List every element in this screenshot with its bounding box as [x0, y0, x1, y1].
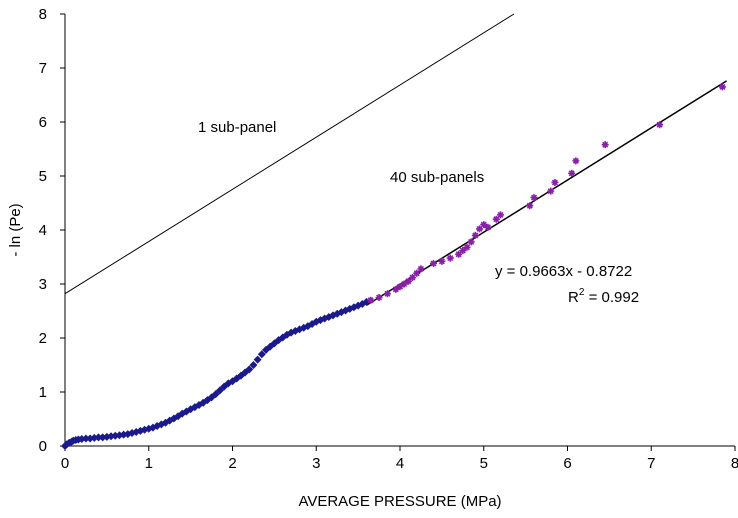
data-point: [455, 250, 463, 258]
data-point: [446, 254, 454, 262]
data-point: [526, 202, 534, 210]
r2-suffix: = 0.992: [584, 289, 639, 306]
data-point: [417, 265, 425, 273]
y-tick-label: 5: [39, 168, 47, 185]
data-point: [413, 269, 421, 277]
data-point: [438, 257, 446, 265]
line-1-sub-panel: [64, 13, 515, 295]
series-40-sub-panels-data: [367, 83, 726, 304]
data-point: [249, 361, 258, 369]
y-tick-label: 4: [39, 222, 47, 239]
r2-superscript: 2: [579, 287, 585, 298]
r2-prefix: R: [568, 289, 579, 306]
data-point: [392, 285, 400, 293]
data-point: [430, 259, 437, 267]
data-point: [404, 277, 412, 285]
series-1-sub-panel-data: [61, 297, 371, 450]
y-tick-label: 2: [39, 330, 47, 347]
data-point: [81, 434, 90, 443]
r-squared-label: R2 = 0.992: [568, 287, 639, 306]
data-point: [367, 296, 375, 304]
data-point: [484, 223, 492, 231]
annotation-40-sub-panels: 40 sub-panels: [390, 169, 484, 186]
data-point: [656, 121, 664, 129]
y-tick-label: 3: [39, 276, 47, 293]
y-tick-label: 0: [39, 438, 47, 455]
fit-lines: [64, 13, 728, 306]
y-tick-label: 1: [39, 384, 47, 401]
x-tick-label: 4: [396, 455, 404, 472]
y-axis-label: - ln (Pe): [7, 203, 24, 256]
data-point: [718, 83, 726, 91]
data-point: [480, 221, 488, 229]
data-point: [547, 187, 555, 195]
x-tick-label: 8: [731, 455, 738, 472]
data-point: [459, 247, 467, 255]
data-point: [530, 194, 538, 202]
y-tick-label: 6: [39, 114, 47, 131]
x-tick-label: 2: [228, 455, 236, 472]
data-point: [601, 141, 609, 149]
x-tick-label: 3: [312, 455, 320, 472]
data-point: [568, 169, 576, 177]
x-ticks: 0 1 2 3 4 5 6 7 8: [61, 446, 738, 472]
data-point: [409, 274, 417, 282]
data-point: [467, 238, 475, 246]
y-ticks: 0 1 2 3 4 5 6 7 8: [39, 6, 65, 455]
x-axis-label: AVERAGE PRESSURE (MPa): [298, 493, 501, 510]
data-point: [253, 355, 262, 364]
data-point: [463, 243, 471, 251]
x-tick-label: 5: [480, 455, 488, 472]
data-point: [471, 231, 479, 239]
x-tick-label: 7: [647, 455, 655, 472]
line-40-sub-panels: [366, 80, 728, 306]
series-points: [61, 83, 726, 450]
data-point: [400, 280, 408, 288]
x-tick-label: 6: [563, 455, 571, 472]
data-point: [94, 433, 103, 442]
data-point: [383, 290, 391, 298]
x-tick-label: 1: [145, 455, 153, 472]
data-point: [497, 211, 504, 219]
data-point: [257, 350, 266, 359]
data-point: [476, 225, 484, 233]
data-point: [492, 215, 500, 223]
regression-equation: y = 0.9663x - 0.8722: [495, 263, 632, 280]
plot-area: 0 1 2 3 4 5 6 7 8 0 1 2 3 4 5 6 7 8: [39, 6, 738, 472]
annotation-1-sub-panel: 1 sub-panel: [198, 119, 276, 136]
data-point: [375, 294, 383, 301]
y-tick-label: 7: [39, 60, 47, 77]
data-point: [396, 283, 404, 291]
data-point: [245, 365, 254, 374]
data-point: [551, 178, 559, 186]
x-tick-label: 0: [61, 455, 69, 472]
y-tick-label: 8: [39, 6, 47, 23]
data-point: [572, 157, 580, 165]
